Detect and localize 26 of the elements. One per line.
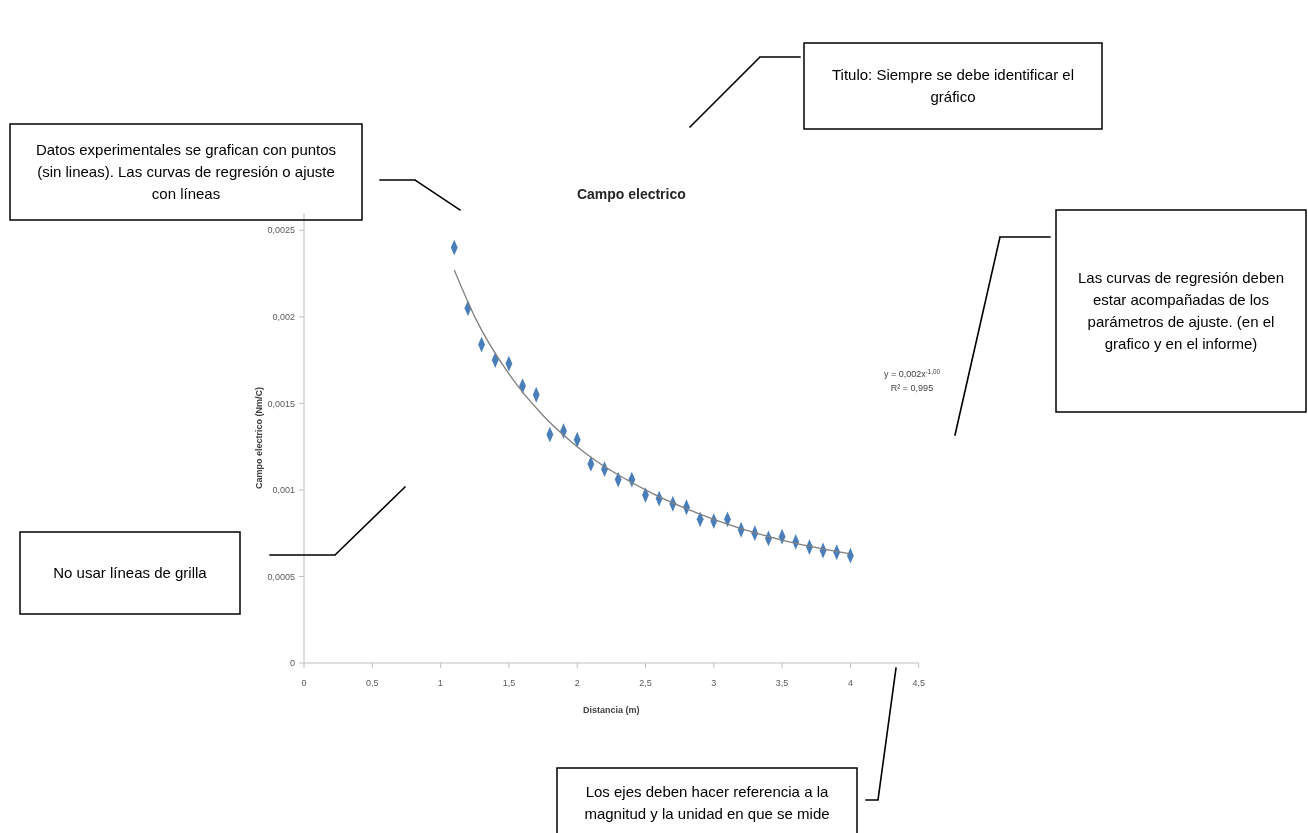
y-tick-label: 0,0015 bbox=[267, 398, 295, 409]
y-tick-label: 0,002 bbox=[272, 312, 295, 322]
x-tick-label: 3,5 bbox=[775, 678, 789, 688]
text: Las curvas de regresión deben estar acompañadas de los parámetros de ajuste. (en el grafico y en el informe) bbox=[1078, 269, 1284, 353]
text: Datos experimentales se grafican con puntos (sin lineas). Las curvas de regresión o ajuste con líneas bbox=[35, 141, 337, 203]
y-tick-label: 0,0005 bbox=[267, 571, 295, 582]
x-tick-label: 4,5 bbox=[912, 678, 925, 688]
x-tick-label: 3 bbox=[711, 678, 717, 688]
text: No usar líneas de grilla bbox=[53, 564, 208, 582]
annotation: y = 0,002x$^{-1,00}$ bbox=[883, 367, 941, 379]
y-tick-label: 0 bbox=[289, 658, 295, 669]
x-tick-label: 1,5 bbox=[502, 678, 516, 688]
x-tick-label: 0 bbox=[301, 678, 307, 688]
x-tick-label: 2 bbox=[574, 678, 580, 688]
x-axis-title: Distancia (m) bbox=[583, 705, 640, 715]
x-tick-label: 2,5 bbox=[639, 678, 652, 688]
x-tick-label: 4 bbox=[847, 678, 853, 688]
annotation: R² = 0,995 bbox=[890, 383, 934, 393]
y-tick-label: 0,0025 bbox=[267, 225, 295, 236]
text: Los ejes deben hacer referencia a la magnitud y la unidad en que se mide bbox=[584, 783, 830, 823]
text: Titulo: Siempre se debe identificar el gráfico bbox=[831, 66, 1075, 106]
x-tick-label: 1 bbox=[438, 678, 444, 688]
y-tick-label: 0,001 bbox=[272, 485, 295, 496]
y-axis-title: Campo electrico (Nm/C) bbox=[254, 386, 264, 490]
chart-title: Campo electrico bbox=[576, 186, 686, 202]
x-tick-label: 0,5 bbox=[366, 678, 379, 688]
